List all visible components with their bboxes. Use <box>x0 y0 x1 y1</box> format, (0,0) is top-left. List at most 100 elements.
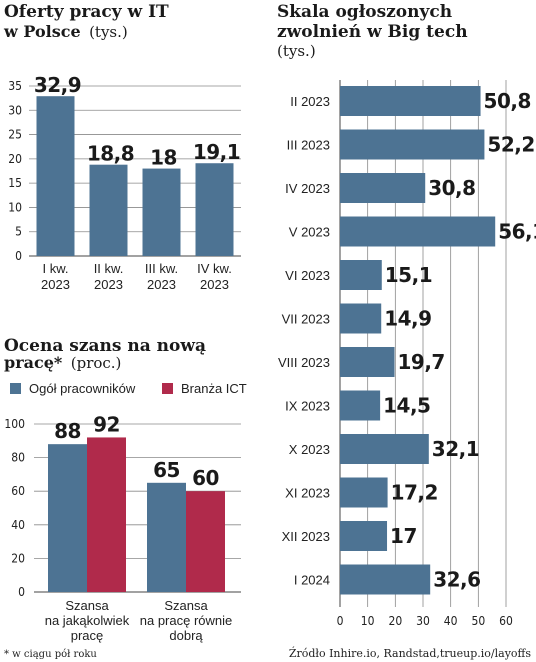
chart3-value-label: 17 <box>390 524 417 548</box>
chart3-xtick-label: 40 <box>444 614 458 628</box>
chart2-bar <box>147 482 186 592</box>
chart2-title-line2: pracę* (proc.) <box>4 353 121 372</box>
footnote: * w ciągu pół roku <box>4 649 97 660</box>
chart1-value-label: 32,9 <box>34 73 81 97</box>
chart3-value-label: 52,2 <box>487 133 534 157</box>
chart1-ytick-label: 10 <box>8 200 22 214</box>
chart1-ytick-label: 25 <box>8 128 22 142</box>
chart3-bar <box>340 521 388 551</box>
chart1-bar <box>36 96 75 256</box>
chart3-xtick-label: 10 <box>361 614 375 628</box>
chart1-category-label: III kw. <box>145 261 178 276</box>
chart1-ytick-label: 20 <box>8 152 22 166</box>
chart3-xtick-label: 20 <box>388 614 402 628</box>
chart2-bar <box>87 437 126 592</box>
chart3-category-label: I 2024 <box>294 573 330 588</box>
chart3-xtick-label: 30 <box>416 614 430 628</box>
chart1-category-label: 2023 <box>200 277 229 292</box>
chart3-category-label: II 2023 <box>290 94 330 109</box>
chart3-value-label: 56,1 <box>498 220 536 244</box>
chart3-category-label: VII 2023 <box>282 312 330 327</box>
chart3-title-line2: zwolnień w Big tech <box>277 22 468 42</box>
chart2-ytick-label: 80 <box>11 451 25 465</box>
chart3-xtick-label: 60 <box>499 614 513 628</box>
chart1-ytick-label: 30 <box>8 103 22 117</box>
chart3-value-label: 14,9 <box>384 307 431 331</box>
chart2-bar <box>48 444 87 592</box>
chart2-category-label: pracę <box>71 628 104 643</box>
chart2-value-label: 65 <box>153 458 180 482</box>
chart2-ytick-label: 0 <box>18 585 25 599</box>
chart1-ytick-label: 15 <box>8 176 22 190</box>
chart2-legend: Ogół pracowników Branża ICT <box>10 381 247 396</box>
chart2-category-label: Szansa <box>65 598 109 613</box>
chart2-value-label: 60 <box>192 466 219 490</box>
source-note: Źródło Inhire.io, Randstad,trueup.io/lay… <box>289 646 532 660</box>
chart3-category-label: IV 2023 <box>285 181 330 196</box>
chart3-bar <box>340 260 382 290</box>
chart3-category-label: VIII 2023 <box>278 355 330 370</box>
chart2-ytick-label: 60 <box>11 484 25 498</box>
chart3-bar <box>340 303 382 334</box>
chart3-bar <box>340 434 429 464</box>
chart2-category-label: dobrą <box>169 628 203 643</box>
chart3-bar <box>340 477 388 508</box>
chart3-category-label: XII 2023 <box>282 529 330 544</box>
chart3-value-label: 14,5 <box>383 394 430 418</box>
chart3-category-label: VI 2023 <box>285 268 330 283</box>
chart3-bar <box>340 390 381 421</box>
chart1-title-line2: w Polsce (tys.) <box>3 22 128 41</box>
chart3-value-label: 32,6 <box>433 568 480 592</box>
chart2-value-label: 88 <box>54 419 81 443</box>
chart3-xtick-label: 50 <box>471 614 485 628</box>
chart1-category-label: IV kw. <box>197 261 232 276</box>
chart2-ytick-label: 40 <box>11 518 25 532</box>
chart3-value-label: 15,1 <box>385 263 432 287</box>
chart1-bar <box>142 168 181 256</box>
chart1-category-label: 2023 <box>94 277 123 292</box>
chart1-category-label: II kw. <box>94 261 124 276</box>
chart2-legend-label: Ogół pracowników <box>29 381 136 396</box>
chart1-category-label: I kw. <box>42 261 68 276</box>
chart2-bar <box>186 491 225 592</box>
chart2-title-line1: Ocena szans na nową <box>4 336 206 356</box>
chart3-category-label: III 2023 <box>287 138 330 153</box>
chart1-title-line1: Oferty pracy w IT <box>4 2 169 22</box>
chart1-ytick-label: 0 <box>15 249 22 263</box>
chart3-value-label: 17,2 <box>391 481 438 505</box>
chart2-category-label: na jakąkolwiek <box>45 613 130 628</box>
chart1-bar <box>89 164 128 256</box>
chart2-legend-swatch <box>10 383 21 394</box>
chart3-value-label: 50,8 <box>484 89 531 113</box>
chart1-category-label: 2023 <box>147 277 176 292</box>
chart3-category-label: IX 2023 <box>285 399 330 414</box>
chart1-value-label: 19,1 <box>193 140 240 164</box>
chart2-legend-swatch <box>162 383 173 394</box>
chart1-value-label: 18,8 <box>87 142 134 166</box>
chart3-category-label: V 2023 <box>289 225 330 240</box>
chart3-category-label: XI 2023 <box>285 486 330 501</box>
chart3-value-label: 30,8 <box>428 176 475 200</box>
chart2-category-label: na pracę równie <box>140 613 233 628</box>
chart3-value-label: 19,7 <box>398 350 445 374</box>
chart3-bar <box>340 216 496 247</box>
chart2-ytick-label: 20 <box>11 551 25 565</box>
chart2-category-label: Szansa <box>164 598 208 613</box>
chart3-bar <box>340 129 485 160</box>
chart1-ytick-label: 5 <box>15 225 22 239</box>
chart1-ytick-label: 35 <box>8 79 22 93</box>
chart3-bar <box>340 173 426 203</box>
chart3-bar <box>340 347 395 377</box>
chart2-ytick-label: 100 <box>4 417 25 431</box>
chart1-bar <box>195 163 234 256</box>
chart3-title-line1: Skala ogłoszonych <box>277 2 452 22</box>
chart3-bar <box>340 564 431 595</box>
chart1-value-label: 18 <box>150 146 177 170</box>
chart3-bigtech-layoffs: 0 10 20 30 40 50 60 50,8 II 2023 52,2 III 2023 30,8… <box>278 80 536 628</box>
chart1-category-label: 2023 <box>41 277 70 292</box>
chart3-category-label: X 2023 <box>289 442 330 457</box>
chart2-legend-label: Branża ICT <box>181 381 247 396</box>
